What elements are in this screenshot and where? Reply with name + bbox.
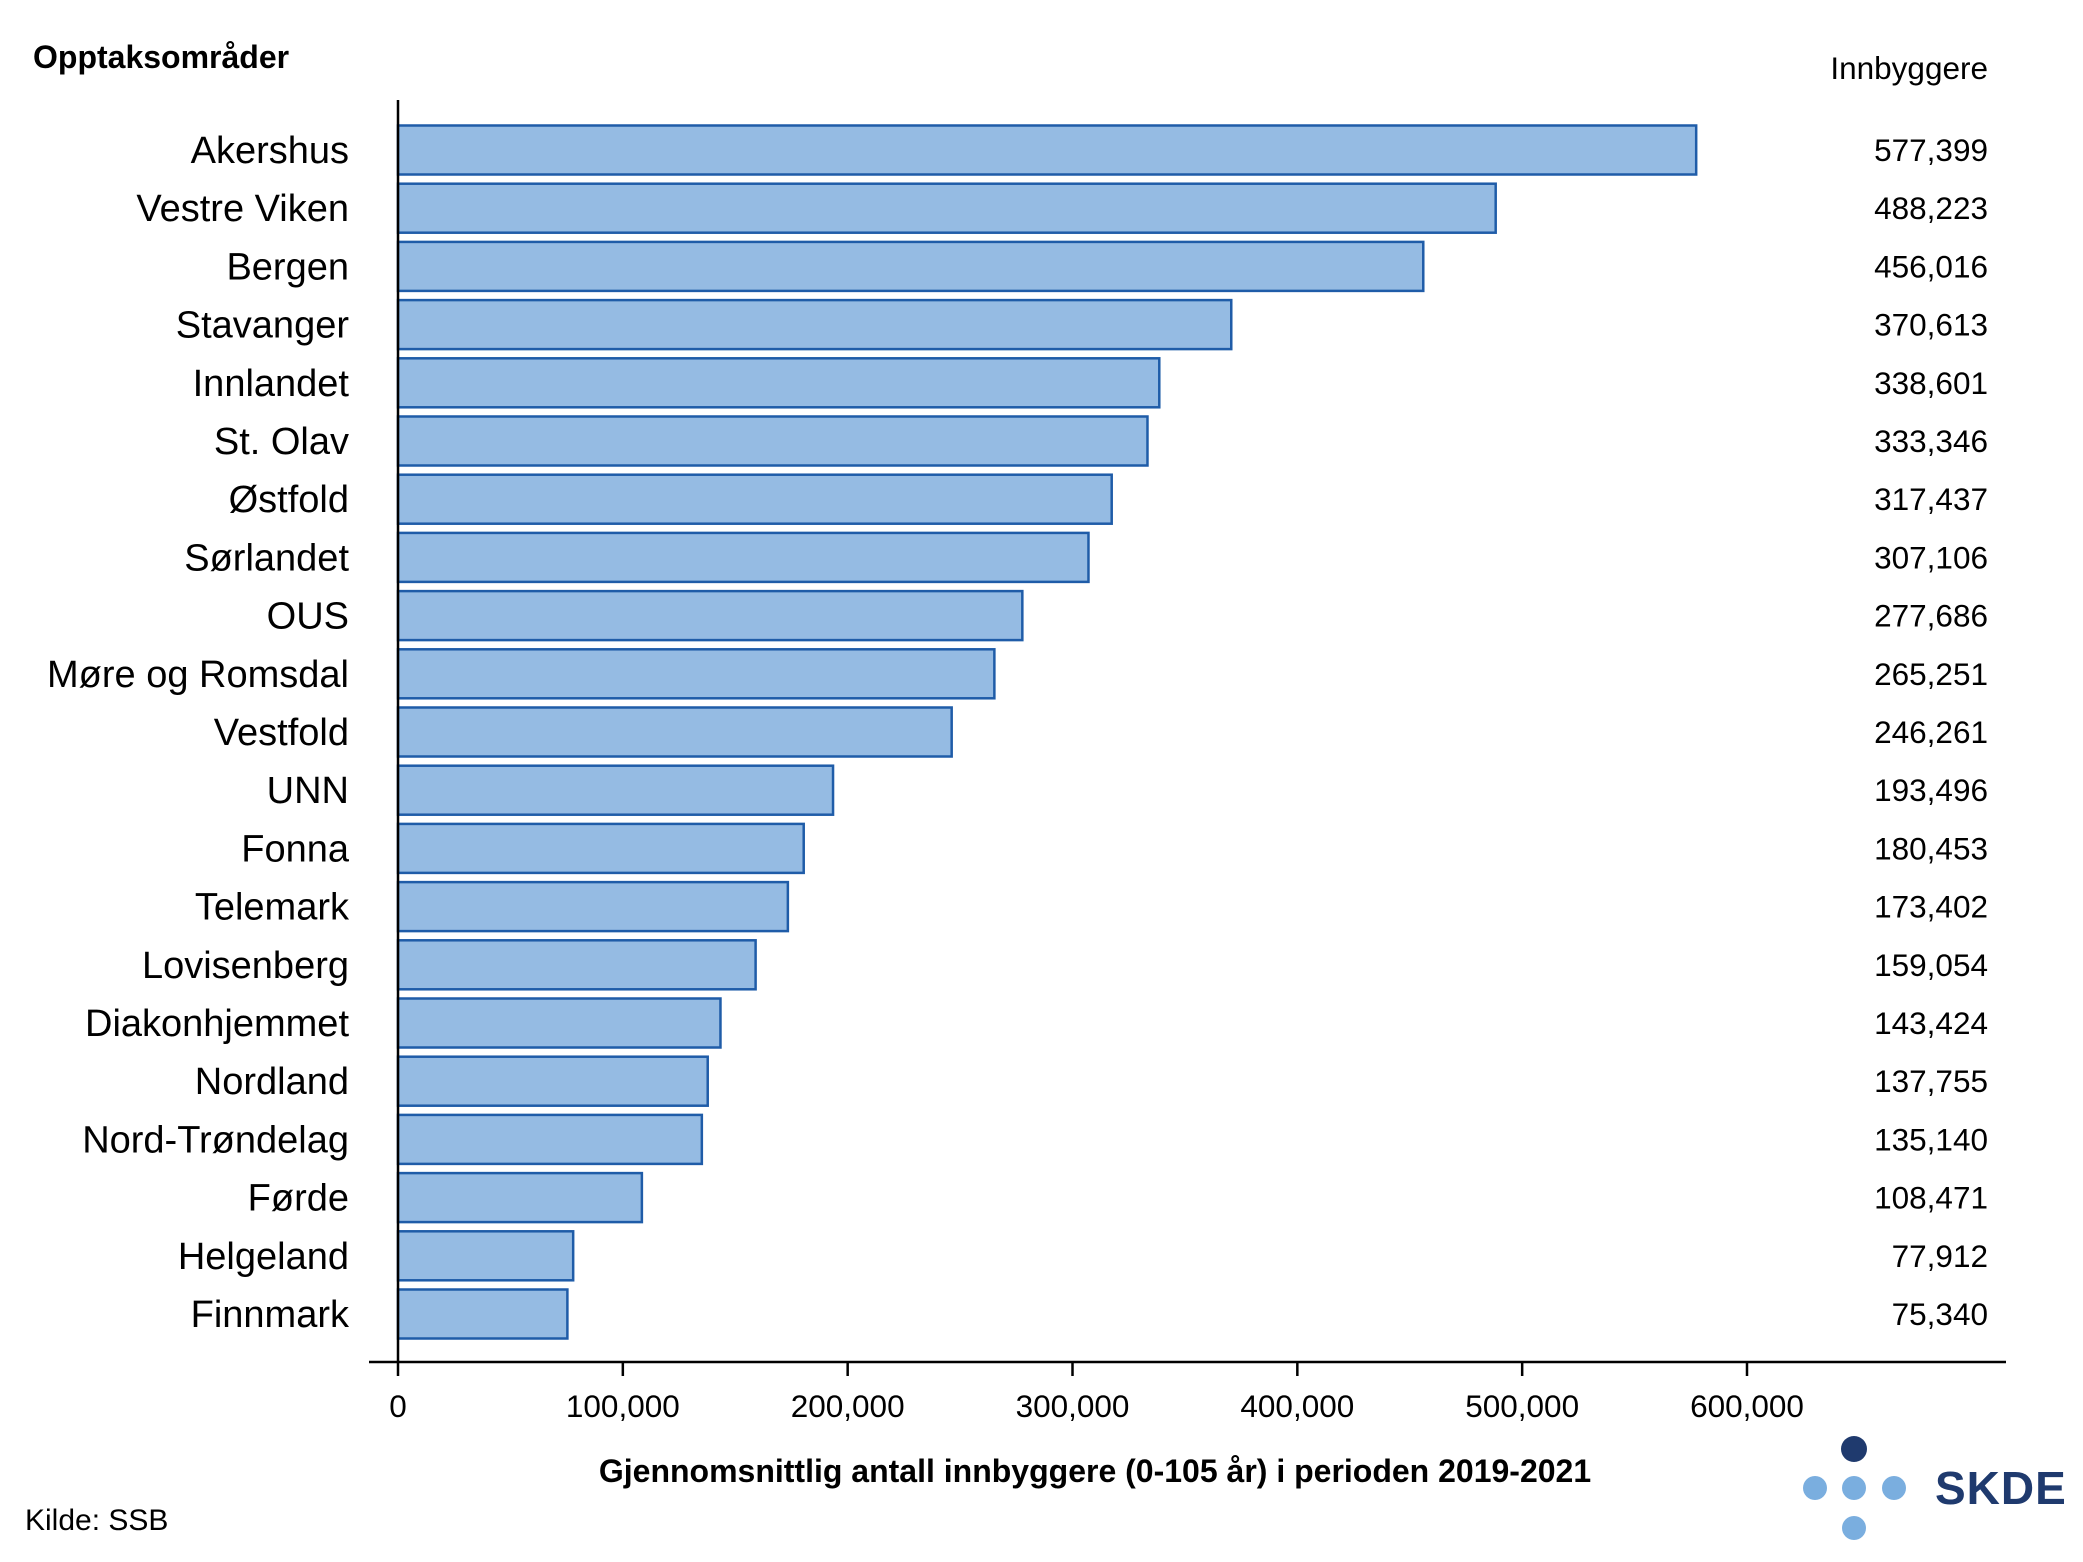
category-label: Finnmark bbox=[191, 1294, 350, 1336]
value-label: 488,223 bbox=[1874, 190, 1988, 226]
x-axis-title: Gjennomsnittlig antall innbyggere (0-105… bbox=[599, 1453, 1591, 1489]
bar-finnmark bbox=[396, 1288, 569, 1340]
category-label: Sørlandet bbox=[184, 537, 349, 579]
x-axis-ticks: 0 100,000 200,000 300,000 400,000 500,000 600,… bbox=[389, 1362, 1804, 1424]
bar-bergen bbox=[396, 240, 1425, 293]
category-label: Stavanger bbox=[176, 305, 350, 347]
x-tick-label: 0 bbox=[389, 1388, 407, 1424]
value-label: 75,340 bbox=[1892, 1296, 1988, 1332]
bar-lovisenberg bbox=[396, 939, 757, 991]
value-label: 338,601 bbox=[1874, 365, 1988, 401]
bar-telemark bbox=[396, 880, 790, 933]
category-label: Nordland bbox=[195, 1061, 349, 1103]
value-label: 265,251 bbox=[1874, 656, 1988, 692]
x-tick-label: 100,000 bbox=[566, 1388, 680, 1424]
value-labels: 577,399 488,223 456,016 370,613 338,601 333,3… bbox=[1874, 132, 1988, 1332]
logo-dot-left bbox=[1803, 1476, 1827, 1500]
category-label: OUS bbox=[267, 596, 349, 638]
bar-sørlandet bbox=[396, 531, 1090, 584]
bar-unn bbox=[396, 764, 835, 816]
category-label: Telemark bbox=[195, 887, 350, 929]
category-label: Helgeland bbox=[178, 1236, 349, 1278]
value-label: 143,424 bbox=[1874, 1005, 1988, 1041]
value-column-header: Innbyggere bbox=[1830, 50, 1988, 86]
bars bbox=[396, 124, 1698, 1340]
category-label: Vestre Viken bbox=[136, 188, 349, 230]
value-label: 193,496 bbox=[1874, 772, 1988, 808]
bar-nordland bbox=[396, 1055, 709, 1107]
bar-vestfold bbox=[396, 706, 953, 758]
category-labels: Akershus Vestre Viken Bergen Stavanger Innla… bbox=[47, 130, 350, 1336]
value-label: 577,399 bbox=[1874, 132, 1988, 168]
value-label: 180,453 bbox=[1874, 830, 1988, 866]
category-label: Møre og Romsdal bbox=[47, 654, 349, 696]
category-label: Vestfold bbox=[214, 712, 349, 754]
x-tick-label: 500,000 bbox=[1465, 1388, 1579, 1424]
bar-nord-trøndelag bbox=[396, 1113, 704, 1166]
category-label: Bergen bbox=[226, 246, 349, 288]
value-label: 135,140 bbox=[1874, 1121, 1988, 1157]
logo-dot-bottom bbox=[1842, 1516, 1866, 1540]
bar-møre-og-romsdal bbox=[396, 648, 996, 700]
category-label: UNN bbox=[267, 770, 349, 812]
category-label: Akershus bbox=[191, 130, 349, 172]
logo-dot-right bbox=[1882, 1476, 1906, 1500]
value-label: 277,686 bbox=[1874, 598, 1988, 634]
category-label: St. Olav bbox=[214, 421, 349, 463]
logo-text: SKDE bbox=[1935, 1462, 2067, 1514]
logo-dot-top bbox=[1841, 1436, 1867, 1462]
category-label: Førde bbox=[248, 1178, 349, 1220]
value-label: 307,106 bbox=[1874, 539, 1988, 575]
x-tick-label: 600,000 bbox=[1690, 1388, 1804, 1424]
bar-akershus bbox=[396, 124, 1698, 176]
bar-fonna bbox=[396, 822, 805, 875]
skde-logo: SKDE bbox=[1803, 1436, 2067, 1540]
value-label: 77,912 bbox=[1892, 1238, 1988, 1274]
category-label: Innlandet bbox=[193, 363, 350, 405]
x-tick-label: 200,000 bbox=[791, 1388, 905, 1424]
bar-innlandet bbox=[396, 357, 1161, 409]
category-label: Lovisenberg bbox=[142, 945, 349, 987]
bar-ous bbox=[396, 589, 1024, 642]
source-note: Kilde: SSB bbox=[25, 1504, 168, 1537]
x-tick-label: 300,000 bbox=[1016, 1388, 1130, 1424]
value-label: 456,016 bbox=[1874, 248, 1988, 284]
value-label: 317,437 bbox=[1874, 481, 1988, 517]
category-label: Østfold bbox=[229, 479, 349, 521]
logo-dot-center bbox=[1842, 1476, 1866, 1500]
chart-title: Opptaksområder bbox=[33, 39, 289, 75]
bar-helgeland bbox=[396, 1230, 575, 1282]
value-label: 137,755 bbox=[1874, 1063, 1988, 1099]
category-label: Nord-Trøndelag bbox=[82, 1119, 349, 1161]
value-label: 246,261 bbox=[1874, 714, 1988, 750]
x-tick-label: 400,000 bbox=[1240, 1388, 1354, 1424]
bar-vestre-viken bbox=[396, 182, 1497, 234]
bar-førde bbox=[396, 1171, 644, 1224]
value-label: 108,471 bbox=[1874, 1180, 1988, 1216]
value-label: 370,613 bbox=[1874, 307, 1988, 343]
value-label: 333,346 bbox=[1874, 423, 1988, 459]
category-label: Diakonhjemmet bbox=[85, 1003, 349, 1045]
bar-diakonhjemmet bbox=[396, 997, 722, 1049]
bar-stavanger bbox=[396, 298, 1233, 351]
bar-st-olav bbox=[396, 415, 1149, 467]
category-label: Fonna bbox=[241, 828, 350, 870]
value-label: 173,402 bbox=[1874, 889, 1988, 925]
value-label: 159,054 bbox=[1874, 947, 1988, 983]
bar-østfold bbox=[396, 473, 1113, 525]
